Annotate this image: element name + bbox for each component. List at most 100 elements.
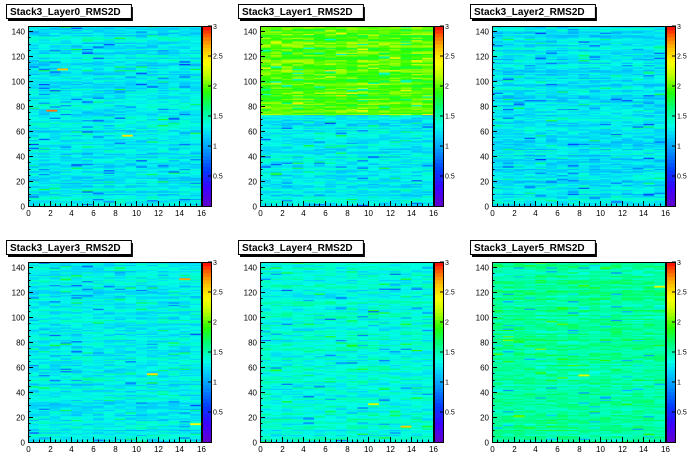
- heatmap-cell: [168, 41, 180, 43]
- heatmap-cell: [136, 93, 148, 96]
- heatmap-cell: [346, 193, 358, 196]
- heatmap-cell: [146, 122, 159, 124]
- heatmap-cell: [146, 56, 159, 58]
- heatmap-cell: [368, 93, 380, 96]
- heatmap-cell: [314, 179, 326, 182]
- heatmap-cell: [389, 96, 401, 98]
- heatmap-cell: [303, 117, 315, 119]
- heatmap-cell: [92, 144, 105, 147]
- heatmap-cell: [335, 47, 347, 49]
- heatmap-cell: [324, 57, 337, 59]
- heatmap-cell: [346, 172, 358, 174]
- heatmap-cell: [270, 147, 283, 149]
- heatmap-cell: [281, 126, 293, 128]
- heatmap-cell: [114, 189, 126, 192]
- heatmap-cell: [411, 127, 423, 129]
- heatmap-cell: [82, 27, 94, 29]
- heatmap-cell: [389, 29, 401, 32]
- heatmap-cell: [389, 79, 401, 82]
- heatmap-cell: [146, 167, 159, 169]
- heatmap-cell: [136, 174, 148, 177]
- heatmap-cell: [28, 137, 40, 139]
- heatmap-cell: [335, 89, 347, 92]
- heatmap-cell: [357, 168, 369, 171]
- heatmap-cell: [400, 56, 412, 58]
- heatmap-cell: [303, 134, 315, 137]
- heatmap-cell: [400, 201, 412, 203]
- heatmap-cell: [60, 44, 72, 47]
- heatmap-cell: [28, 103, 40, 106]
- heatmap-cell: [260, 102, 272, 104]
- heatmap-cell: [314, 92, 326, 94]
- heatmap-cell: [422, 117, 434, 119]
- heatmap-cell: [260, 166, 272, 168]
- heatmap-cell: [324, 87, 337, 89]
- heatmap-cell: [114, 63, 126, 66]
- heatmap-cell: [136, 57, 148, 59]
- heatmap-cell: [357, 183, 369, 186]
- heatmap-cell: [136, 54, 148, 57]
- heatmap-cell: [422, 186, 434, 188]
- heatmap-cell: [125, 56, 137, 58]
- heatmap-cell: [38, 142, 51, 144]
- heatmap-cell: [346, 128, 358, 131]
- heatmap-cell: [136, 52, 148, 54]
- palette-swatch: [202, 180, 212, 185]
- heatmap-cell: [270, 154, 283, 157]
- heatmap-cell: [49, 39, 61, 42]
- heatmap-cell: [71, 64, 83, 67]
- heatmap-cell: [179, 166, 191, 168]
- heatmap-cell: [190, 134, 202, 137]
- heatmap-cell: [422, 162, 434, 164]
- heatmap-cell: [179, 156, 191, 158]
- heatmap-cell: [125, 102, 137, 104]
- heatmap-cell: [103, 63, 115, 66]
- heatmap-cell: [589, 204, 601, 207]
- heatmap-cell: [157, 69, 169, 72]
- heatmap-cell: [125, 198, 137, 201]
- heatmap-cell: [378, 151, 391, 153]
- heatmap-cell: [179, 92, 191, 94]
- heatmap-cell: [179, 98, 191, 101]
- heatmap-cell: [38, 143, 51, 146]
- heatmap-cell: [157, 82, 169, 84]
- heatmap-cell: [114, 181, 126, 183]
- heatmap-cell: [190, 178, 202, 181]
- heatmap-cell: [378, 201, 391, 203]
- heatmap-cell: [378, 139, 391, 142]
- heatmap-cell: [400, 198, 412, 201]
- heatmap-cell: [335, 138, 347, 141]
- heatmap-cell: [190, 27, 202, 29]
- heatmap-cell: [411, 88, 423, 91]
- heatmap-cell: [270, 179, 283, 182]
- heatmap-cell: [28, 199, 40, 202]
- heatmap-cell: [28, 96, 40, 98]
- heatmap-cell: [28, 191, 40, 193]
- heatmap-cell: [60, 139, 72, 142]
- heatmap-cell: [157, 113, 169, 116]
- heatmap-cell: [281, 97, 293, 99]
- heatmap-cell: [168, 159, 180, 162]
- heatmap-cell: [28, 73, 40, 76]
- heatmap-cell: [49, 118, 61, 121]
- heatmap-cell: [179, 153, 191, 156]
- heatmap-cell: [411, 64, 423, 67]
- heatmap-cell: [400, 96, 412, 98]
- heatmap-cell: [71, 71, 83, 73]
- heatmap-cell: [422, 149, 434, 152]
- palette-swatch: [434, 69, 444, 74]
- heatmap-cell: [168, 139, 180, 142]
- heatmap-cell: [60, 189, 72, 192]
- heatmap-cell: [389, 139, 401, 142]
- heatmap-cell: [71, 42, 83, 44]
- palette-swatch: [434, 47, 444, 52]
- heatmap-cell: [103, 179, 115, 182]
- heatmap-cell: [422, 74, 434, 77]
- heatmap-cell: [411, 201, 423, 203]
- heatmap-cell: [92, 126, 105, 128]
- heatmap-cell: [281, 151, 293, 153]
- heatmap-cell: [368, 147, 380, 149]
- palette-swatch: [434, 123, 444, 128]
- heatmap-cell: [589, 203, 601, 206]
- heatmap-cell: [114, 129, 126, 132]
